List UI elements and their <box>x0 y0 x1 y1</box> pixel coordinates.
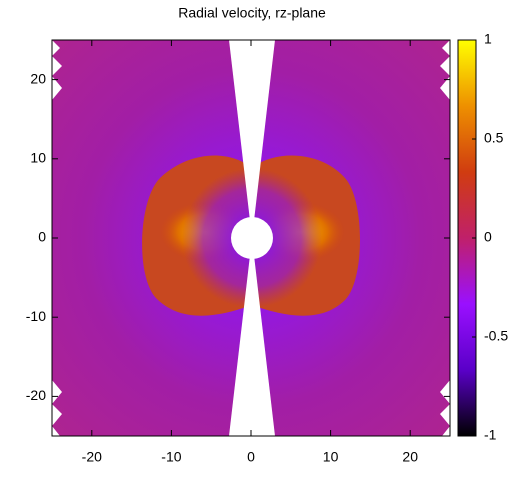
colorbar-tick-label: 1 <box>484 31 492 47</box>
y-tick-label: 0 <box>38 229 46 245</box>
chart-title: Radial velocity, rz-plane <box>178 5 326 21</box>
x-tick-label: 0 <box>247 449 255 465</box>
x-tick-label: 10 <box>323 449 339 465</box>
colorbar-tick-label: -0.5 <box>484 328 508 344</box>
x-tick-label: -10 <box>161 449 181 465</box>
colorbar-tick-label: 0.5 <box>484 130 504 146</box>
heatmap <box>52 40 450 436</box>
y-tick-label: -20 <box>26 387 46 403</box>
colorbar-tick-label: -1 <box>484 427 497 443</box>
x-tick-label: -20 <box>82 449 102 465</box>
y-tick-label: -10 <box>26 308 46 324</box>
y-tick-label: 10 <box>30 150 46 166</box>
x-tick-label: 20 <box>402 449 418 465</box>
colorbar-tick-label: 0 <box>484 229 492 245</box>
y-tick-label: 20 <box>30 70 46 86</box>
